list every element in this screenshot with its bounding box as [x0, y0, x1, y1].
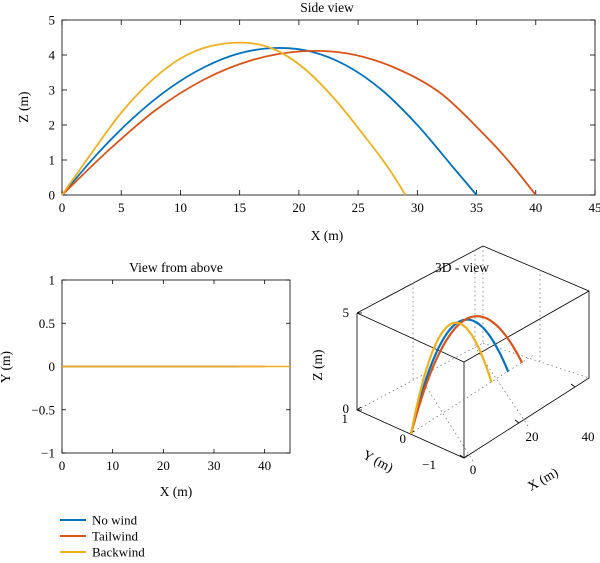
- legend-label-tailwind: Tailwind: [92, 529, 139, 544]
- 3d-series-tailwind: [409, 315, 524, 435]
- side-ytick-label: 0: [49, 188, 56, 203]
- 3d-zlabel: Z (m): [310, 349, 325, 380]
- top-view-ylabel: Y (m): [0, 351, 13, 383]
- legend-label-backwind: Backwind: [92, 545, 145, 560]
- 3d-xlabel: X (m): [525, 464, 561, 493]
- side-view-axes-box: [61, 19, 596, 196]
- top-xtick-label: 0: [59, 458, 66, 473]
- side-view-series: [61, 41, 537, 196]
- top-view-ticks: 0 10 20 30 40 −1 −0.5 0 0.5 1: [31, 273, 290, 473]
- 3d-ytick-label: 1: [342, 411, 349, 426]
- top-view-xlabel: X (m): [160, 484, 193, 499]
- top-ytick-label: 1: [49, 273, 56, 288]
- side-xtick-label: 40: [529, 200, 542, 215]
- side-ytick-label: 3: [49, 83, 56, 98]
- top-ytick-label: −0.5: [31, 402, 55, 417]
- top-view-title: View from above: [129, 260, 223, 275]
- 3d-grid-lines: [356, 246, 590, 462]
- side-ytick-label: 1: [49, 153, 56, 168]
- 3d-xtick-mark: [459, 454, 465, 459]
- 3d-ytick-label: −1: [422, 457, 436, 472]
- 3d-ztick-label: 5: [343, 305, 350, 320]
- 3d-ztick-label: 0: [343, 401, 350, 416]
- side-series-tailwind: [61, 49, 537, 196]
- 3d-view-title: 3D - view: [435, 260, 489, 275]
- 3d-xtick-label: 0: [470, 462, 477, 477]
- side-series-no-wind: [61, 47, 478, 196]
- side-xtick-label: 35: [470, 200, 483, 215]
- 3d-xtick-mark: [514, 419, 520, 424]
- 3d-box-frame: [356, 245, 590, 459]
- side-xtick-label: 45: [589, 200, 600, 215]
- top-ytick-label: −1: [41, 446, 55, 461]
- top-xtick-label: 30: [208, 458, 221, 473]
- top-view-chart: View from above 0 10 20 30 40 −1 −0.5 0 0.5 1 X (…: [0, 260, 291, 499]
- legend-label-no-wind: No wind: [92, 513, 138, 528]
- 3d-ylabel: Y (m): [360, 447, 395, 475]
- side-ytick-label: 5: [49, 13, 56, 28]
- 3d-series: [409, 315, 524, 435]
- side-xtick-label: 0: [59, 200, 66, 215]
- side-xtick-label: 20: [292, 200, 305, 215]
- top-ytick-label: 0.5: [39, 316, 55, 331]
- side-ytick-label: 2: [49, 118, 56, 133]
- side-series-backwind: [61, 41, 407, 196]
- side-view-title: Side view: [300, 0, 354, 15]
- top-xtick-label: 10: [106, 458, 119, 473]
- side-view-ylabel: Z (m): [16, 91, 31, 122]
- side-xtick-label: 30: [411, 200, 424, 215]
- side-xtick-label: 5: [118, 200, 125, 215]
- 3d-xtick-label: 40: [582, 429, 595, 444]
- 3d-series-backwind: [409, 321, 493, 435]
- side-ytick-label: 4: [49, 48, 56, 63]
- side-xtick-label: 10: [174, 200, 187, 215]
- 3d-ytick-label: 0: [400, 431, 407, 446]
- top-ytick-label: 0: [49, 359, 56, 374]
- side-view-xlabel: X (m): [311, 228, 344, 243]
- top-xtick-label: 20: [157, 458, 170, 473]
- 3d-ytick-mark: [356, 406, 362, 411]
- side-xtick-label: 25: [352, 200, 365, 215]
- side-xtick-label: 15: [233, 200, 246, 215]
- 3d-xtick-mark: [570, 383, 576, 388]
- 3d-xtick-label: 20: [526, 429, 539, 444]
- top-xtick-label: 40: [258, 458, 271, 473]
- 3d-series-no-wind: [409, 318, 510, 435]
- 3d-ytick-mark: [463, 454, 469, 459]
